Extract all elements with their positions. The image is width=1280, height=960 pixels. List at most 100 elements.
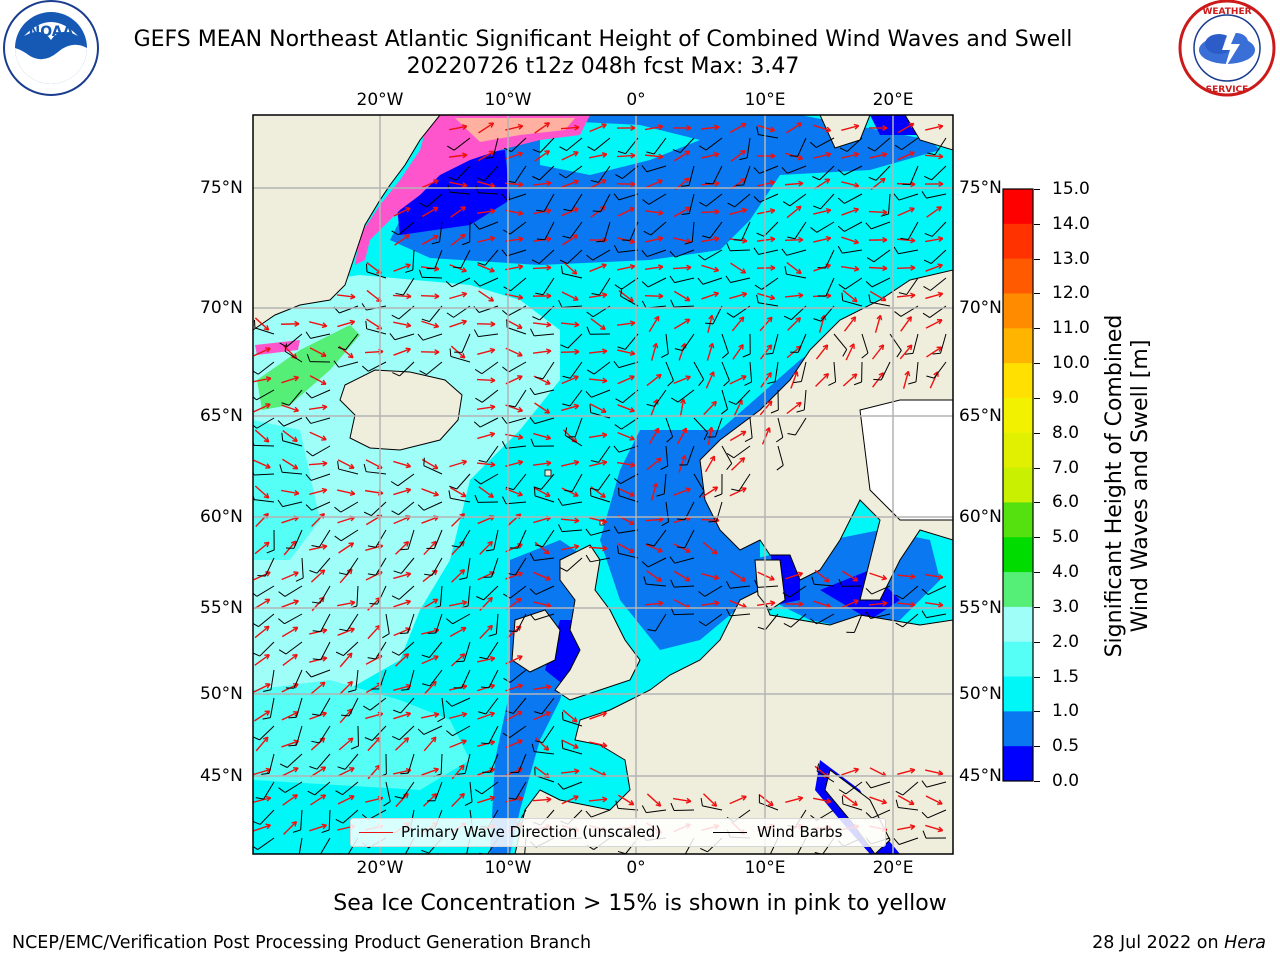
wave-arrow-head — [630, 461, 636, 466]
wave-arrow-head — [518, 375, 523, 381]
wave-arrow — [477, 571, 495, 581]
wind-barb-flag — [311, 601, 321, 604]
colorbar-tick-label: 6.0 — [1052, 492, 1080, 513]
wind-barb — [734, 193, 751, 208]
wave-arrow-head — [460, 233, 466, 236]
wave-arrow-head — [769, 208, 776, 211]
wave-arrow — [589, 767, 607, 777]
wave-arrow-head — [714, 401, 717, 407]
lat-label-left: 60°N — [200, 507, 243, 527]
colorbar-tick-label: 0.0 — [1052, 771, 1080, 791]
wave-arrow — [253, 347, 271, 357]
wave-arrow-head — [686, 797, 692, 802]
wind-barb — [293, 529, 303, 549]
wind-barb — [433, 529, 443, 549]
wind-barb-flag — [311, 544, 320, 548]
wind-barb — [259, 641, 275, 657]
wave-arrow-head — [713, 600, 720, 604]
wave-arrow-head — [853, 767, 859, 770]
wave-arrow-head — [742, 603, 747, 608]
wave-arrow-head — [882, 267, 888, 272]
wave-arrow-head — [602, 350, 608, 355]
wave-arrow-head — [686, 516, 692, 522]
wind-barb — [534, 613, 555, 621]
wind-barb-flag — [391, 230, 399, 236]
wave-arrow — [644, 265, 664, 271]
wind-barb — [366, 328, 387, 335]
wave-arrow-head — [909, 767, 915, 771]
wind-barb-flag — [369, 603, 378, 605]
lat-label-left: 70°N — [200, 298, 243, 318]
wave-arrow — [393, 264, 411, 272]
wave-arrow — [254, 541, 270, 555]
wave-arrow — [841, 181, 859, 187]
wind-barb-flag — [533, 486, 542, 490]
colorbar-tick — [1034, 328, 1040, 330]
colorbar-bin — [1003, 641, 1033, 678]
wave-arrow-head — [574, 348, 580, 353]
wind-barb-flag — [589, 404, 592, 413]
wind-barb — [486, 641, 499, 660]
wind-barb-flag — [614, 478, 621, 485]
wind-barb — [721, 389, 729, 410]
wave-arrow-head — [658, 212, 664, 216]
wind-barb — [506, 417, 527, 424]
wave-arrow-head — [882, 295, 887, 301]
wind-barb — [423, 501, 443, 511]
wind-barb — [259, 809, 275, 825]
wind-barb-flag — [669, 556, 676, 564]
wind-barb-flag — [646, 151, 655, 155]
wind-barb — [592, 249, 611, 261]
wave-arrow-head — [714, 126, 720, 131]
wind-barb — [314, 781, 331, 796]
wave-arrow-head — [686, 547, 691, 553]
wave-arrow — [732, 344, 744, 360]
wave-arrow — [702, 541, 718, 555]
wind-barb — [816, 137, 835, 148]
wave-arrow — [786, 205, 802, 219]
wind-barb — [693, 473, 705, 492]
colorbar-tick-label: 5.0 — [1052, 527, 1080, 548]
land-great-britain — [554, 544, 641, 701]
wind-barb-flag — [642, 300, 647, 309]
wave-arrow — [561, 404, 579, 412]
wind-barb-flag — [446, 730, 453, 737]
wind-barb-flag — [363, 463, 367, 472]
noaa-logo-text: NOAA — [29, 24, 74, 40]
wave-arrow — [477, 712, 495, 720]
wave-arrow-head — [574, 461, 580, 466]
wave-arrow-head — [685, 375, 691, 378]
wind-barb-flag — [400, 772, 409, 775]
wave-arrow — [645, 179, 663, 189]
wave-arrow — [729, 430, 747, 442]
wind-barb-flag — [392, 735, 400, 741]
wave-arrow-head — [826, 602, 832, 608]
wave-arrow — [339, 568, 353, 584]
wave-arrow — [733, 399, 743, 417]
wave-arrow-head — [434, 681, 437, 687]
wave-arrow-head — [602, 153, 608, 158]
wave-arrow-head — [488, 299, 494, 302]
wave-arrow — [729, 599, 747, 609]
wind-barb — [544, 221, 555, 241]
wind-barb-flag — [613, 525, 619, 534]
wind-barb — [926, 193, 947, 199]
wave-arrow-head — [882, 127, 888, 132]
wave-arrow-head — [740, 149, 746, 152]
wind-barb-flag — [839, 147, 848, 152]
wind-barb-flag — [530, 328, 535, 337]
wind-barb-flag — [335, 790, 343, 796]
wind-barb — [758, 134, 779, 139]
wave-arrow — [757, 571, 775, 581]
wind-barb-flag — [697, 277, 704, 285]
wind-barb — [269, 697, 275, 718]
wind-barb-flag — [924, 176, 932, 181]
wind-barb-flag — [753, 196, 761, 203]
wave-arrow-head — [489, 208, 496, 212]
wind-barb-flag — [787, 236, 796, 240]
wave-arrow — [704, 455, 716, 473]
wind-barb — [542, 725, 555, 743]
wind-barb-flag — [865, 281, 873, 288]
wind-barb-flag — [529, 387, 535, 395]
wave-arrow-head — [571, 272, 577, 275]
